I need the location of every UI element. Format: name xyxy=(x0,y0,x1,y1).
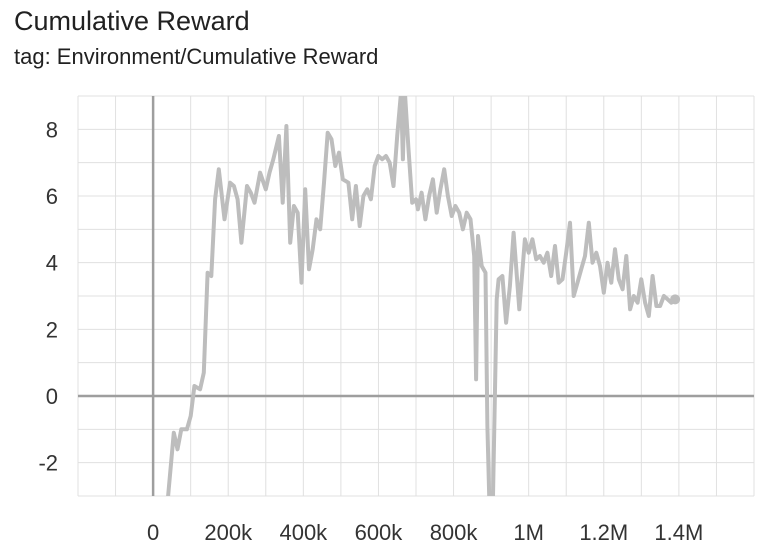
x-tick-labels: 0 200k 400k 600k 800k 1M 1.2M 1.4M xyxy=(147,520,703,545)
y-tick-labels: -2 0 2 4 6 8 xyxy=(38,117,58,475)
x-tick-label: 1M xyxy=(513,520,544,545)
chart-subtitle: tag: Environment/Cumulative Reward xyxy=(14,44,379,69)
grid-lines xyxy=(77,95,755,497)
y-tick-label: 2 xyxy=(46,317,58,342)
y-tick-label: -2 xyxy=(38,451,58,476)
x-tick-label: 1.4M xyxy=(654,520,703,545)
x-tick-label: 600k xyxy=(355,520,404,545)
y-tick-label: 6 xyxy=(46,184,58,209)
x-tick-label: 0 xyxy=(147,520,159,545)
y-tick-label: 4 xyxy=(46,251,58,276)
y-tick-label: 8 xyxy=(46,117,58,142)
series-line-0 xyxy=(166,96,678,496)
zero-axes xyxy=(78,96,754,496)
x-tick-label: 200k xyxy=(204,520,253,545)
y-tick-label: 0 xyxy=(46,384,58,409)
series-end-point-0 xyxy=(670,294,681,305)
x-tick-label: 1.2M xyxy=(579,520,628,545)
x-tick-label: 800k xyxy=(430,520,479,545)
x-tick-label: 400k xyxy=(279,520,328,545)
series-lines xyxy=(166,96,681,496)
chart-title: Cumulative Reward xyxy=(14,6,250,36)
